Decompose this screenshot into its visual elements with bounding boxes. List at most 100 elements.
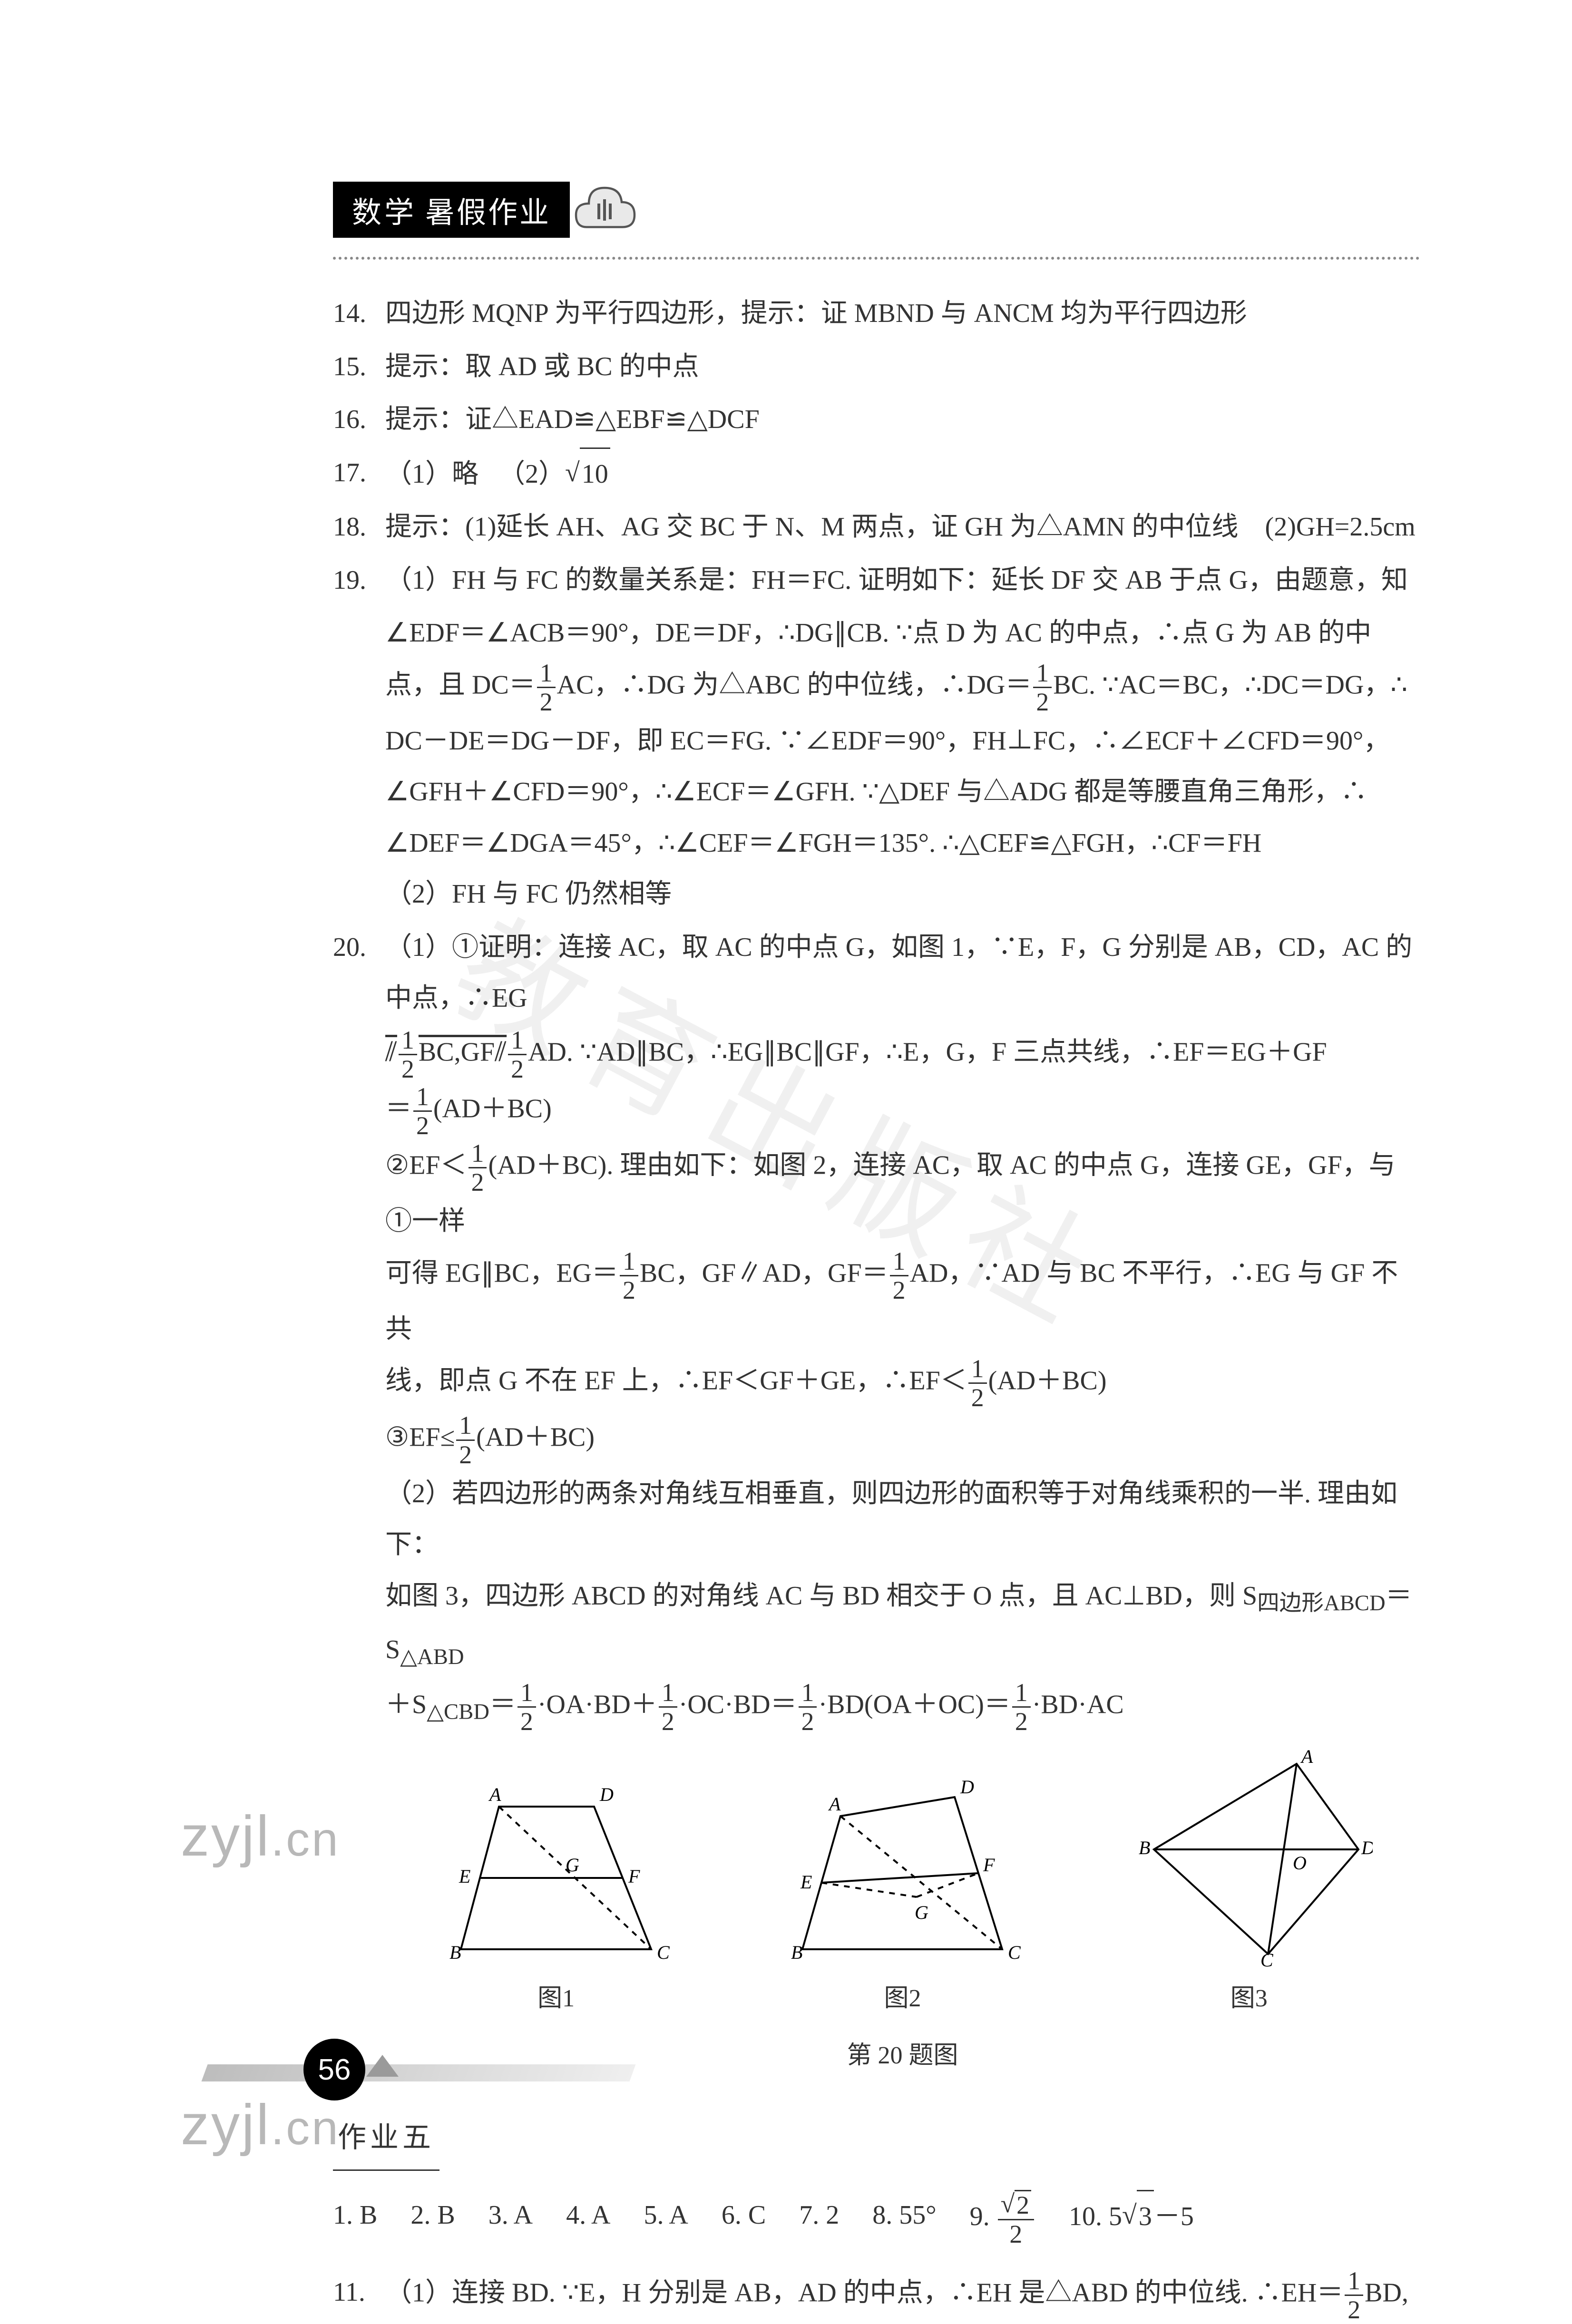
txt: ·OA·BD＋ bbox=[537, 1690, 657, 1720]
item-text: （1）FH 与 FC 的数量关系是：FH＝FC. 证明如下：延长 DF 交 AB… bbox=[385, 555, 1420, 606]
txt: (AD＋BC) bbox=[433, 1094, 552, 1123]
item-17: 17. （1）略 （2）10 bbox=[333, 447, 1420, 500]
fraction: 22 bbox=[998, 2190, 1034, 2248]
line: ∠DEF＝∠DGA＝45°，∴∠CEF＝∠FGH＝135°. ∴△CEF≌△FG… bbox=[385, 818, 1420, 869]
item-text: 提示：取 AD 或 BC 的中点 bbox=[385, 341, 1420, 393]
fraction: 12 bbox=[620, 1247, 638, 1304]
fraction: 12 bbox=[413, 1083, 432, 1139]
line: ＝12(AD＋BC) bbox=[385, 1083, 1420, 1139]
svg-text:A: A bbox=[828, 1793, 841, 1815]
line: ∠EDF＝∠ACB＝90°，DE＝DF，∴DG∥CB. ∵点 D 为 AC 的中… bbox=[385, 608, 1420, 659]
ans-num: 7. bbox=[799, 2200, 819, 2230]
ans-num: 9. bbox=[970, 2202, 990, 2231]
wm-domain: .cn bbox=[271, 2101, 340, 2155]
sqrt-icon: 10 bbox=[565, 447, 610, 500]
txt: ③EF≤ bbox=[385, 1423, 455, 1452]
header-badge: 数学暑假作业 bbox=[333, 182, 570, 238]
item-text: （1）①证明：连接 AC，取 AC 的中点 G，如图 1，∵E，F，G 分别是 … bbox=[385, 922, 1420, 1024]
section-5-title: 作业五 bbox=[333, 2108, 439, 2171]
line: 如图 3，四边形 ABCD 的对角线 AC 与 BD 相交于 O 点，且 AC⊥… bbox=[385, 1571, 1420, 1679]
answer-8: 8. 55° bbox=[872, 2190, 936, 2248]
ans-num: 3. bbox=[488, 2200, 508, 2230]
subscript: △ABD bbox=[400, 1645, 464, 1670]
answer-1: 1. B bbox=[333, 2190, 377, 2248]
txt: BD, bbox=[1365, 2278, 1408, 2308]
line: （1）FH 与 FC 的数量关系是：FH＝FC. 证明如下：延长 DF 交 AB… bbox=[385, 565, 1408, 595]
ans-num: 10. bbox=[1069, 2202, 1102, 2231]
txt: ②EF＜ bbox=[385, 1151, 467, 1180]
ans-val: A bbox=[669, 2200, 688, 2230]
answer-row-1: 1. B 2. B 3. A 4. A 5. A 6. C 7. 2 8. 55… bbox=[333, 2190, 1420, 2248]
radicand: 2 bbox=[1015, 2190, 1031, 2219]
txt: ·OC·BD＝ bbox=[679, 1690, 797, 1720]
svg-text:F: F bbox=[628, 1866, 640, 1887]
part-1: （1）略 bbox=[385, 459, 478, 489]
fraction: 12 bbox=[469, 1139, 487, 1196]
answer-2: 2. B bbox=[410, 2190, 455, 2248]
svg-text:C: C bbox=[657, 1942, 670, 1963]
fraction: 12 bbox=[799, 1679, 817, 1735]
item-text: 提示：(1)延长 AH、AG 交 BC 于 N、M 两点，证 GH 为△AMN … bbox=[385, 502, 1420, 553]
page-header: 数学暑假作业 bbox=[333, 171, 1420, 238]
item-18: 18. 提示：(1)延长 AH、AG 交 BC 于 N、M 两点，证 GH 为△… bbox=[333, 502, 1420, 553]
content-body: 14. 四边形 MQNP 为平行四边形，提示：证 MBND 与 ANCM 均为平… bbox=[333, 288, 1420, 2324]
txt: ·BD(OA＋OC)＝ bbox=[818, 1690, 1010, 1720]
ans-val: B bbox=[360, 2200, 377, 2230]
ans-num: 1. bbox=[333, 2200, 353, 2230]
item-number: 15. bbox=[333, 341, 385, 393]
dotted-divider bbox=[333, 257, 1420, 260]
svg-text:F: F bbox=[983, 1854, 995, 1876]
txt: (AD＋BC) bbox=[988, 1366, 1107, 1396]
line: ②EF＜12(AD＋BC). 理由如下：如图 2，连接 AC，取 AC 的中点 … bbox=[385, 1139, 1420, 1247]
header-suffix: 暑假作业 bbox=[425, 196, 551, 229]
fraction: 12 bbox=[659, 1679, 677, 1735]
item-number: 14. bbox=[333, 288, 385, 340]
txt: BC，GF∥AD，GF＝ bbox=[640, 1258, 889, 1288]
page-root: 教育出版社 数学暑假作业 14. 四边形 MQNP 为平行四边形，提示：证 MB… bbox=[0, 0, 1572, 2224]
figure-1: A D B C E F G 图1 bbox=[432, 1769, 680, 2023]
fraction: 12 bbox=[1012, 1679, 1031, 1735]
parallel-equal: ⫽ bbox=[385, 1037, 397, 1067]
answer-3: 3. A bbox=[488, 2190, 533, 2248]
subscript: △CBD bbox=[427, 1700, 489, 1724]
ans-val: A bbox=[514, 2200, 533, 2230]
ans-num: 8. bbox=[872, 2200, 892, 2230]
item-text: （1）连接 BD. ∵E，H 分别是 AB，AD 的中点，∴EH 是△ABD 的… bbox=[385, 2267, 1420, 2324]
item-20: 20. （1）①证明：连接 AC，取 AC 的中点 G，如图 1，∵E，F，G … bbox=[333, 922, 1420, 1024]
ans-num: 4. bbox=[566, 2200, 586, 2230]
answer-9: 9. 22 bbox=[970, 2190, 1035, 2248]
figure-caption: 图1 bbox=[537, 1975, 575, 2023]
wm-main: zyjl bbox=[181, 1804, 271, 1868]
figure-caption: 图3 bbox=[1230, 1975, 1268, 2023]
item-number: 18. bbox=[333, 502, 385, 553]
fraction: 12 bbox=[399, 1026, 417, 1083]
svg-text:G: G bbox=[915, 1902, 928, 1923]
item-number: 17. bbox=[333, 447, 385, 500]
figure-3: A B C D O 图3 bbox=[1125, 1750, 1373, 2023]
line: ⫽12BC,GF⫽12AD. ∵AD∥BC，∴EG∥BC∥GF，∴E，G，F 三… bbox=[385, 1026, 1420, 1083]
txt: 5 bbox=[1109, 2202, 1122, 2231]
answer-6: 6. C bbox=[722, 2190, 766, 2248]
fraction: 12 bbox=[1345, 2267, 1363, 2324]
line: （2）FH 与 FC 仍然相等 bbox=[385, 869, 1420, 920]
txt: ＋S bbox=[385, 1690, 427, 1720]
ans-val: C bbox=[748, 2200, 766, 2230]
line: 线，即点 G 不在 EF 上，∴EF＜GF＋GE，∴EF＜12(AD＋BC) bbox=[385, 1355, 1420, 1411]
item-number: 20. bbox=[333, 922, 385, 1024]
item-20-cont: ⫽12BC,GF⫽12AD. ∵AD∥BC，∴EG∥BC∥GF，∴E，G，F 三… bbox=[333, 1026, 1420, 2080]
answer-4: 4. A bbox=[566, 2190, 610, 2248]
line: （2）若四边形的两条对角线互相垂直，则四边形的面积等于对角线乘积的一半. 理由如… bbox=[385, 1468, 1420, 1571]
answer-10: 10. 53－5 bbox=[1069, 2190, 1194, 2248]
item-number: 19. bbox=[333, 555, 385, 606]
item-text: 四边形 MQNP 为平行四边形，提示：证 MBND 与 ANCM 均为平行四边形 bbox=[385, 288, 1420, 340]
answer-7: 7. 2 bbox=[799, 2190, 839, 2248]
txt: AC，∴DG 为△ABC 的中位线，∴DG＝ bbox=[557, 670, 1032, 700]
line: DC－DE＝DG－DF，即 EC＝FG. ∵∠EDF＝90°，FH⊥FC，∴∠E… bbox=[385, 716, 1420, 767]
watermark-zyjl-2: zyjl.cn bbox=[181, 2092, 340, 2158]
txt: (AD＋BC). 理由如下：如图 2，连接 AC，取 AC 的中点 G，连接 G… bbox=[385, 1151, 1396, 1236]
txt: AD. ∵AD∥BC，∴EG∥BC∥GF，∴E，G，F 三点共线，∴EF＝EG＋… bbox=[528, 1037, 1327, 1067]
txt: －5 bbox=[1154, 2202, 1194, 2231]
ans-num: 6. bbox=[722, 2200, 742, 2230]
ans-val: B bbox=[437, 2200, 455, 2230]
item-text: （1）略 （2）10 bbox=[385, 447, 1420, 500]
